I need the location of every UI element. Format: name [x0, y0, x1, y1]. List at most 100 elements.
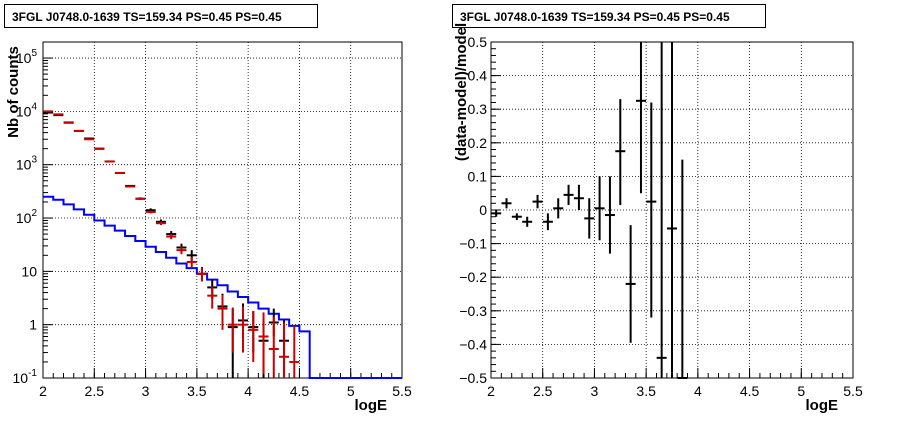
residuals-y-tick-label: −0.4 — [459, 336, 487, 352]
residuals-chart-title: 3FGL J0748.0-1639 TS=159.34 PS=0.45 PS=0… — [452, 4, 766, 28]
model-counts-point — [84, 138, 95, 141]
model-counts-point — [125, 185, 136, 188]
model-counts-point — [196, 268, 207, 282]
counts-plot-frame — [42, 41, 403, 379]
residuals-panel: 3FGL J0748.0-1639 TS=159.34 PS=0.45 PS=0… — [449, 0, 898, 421]
residual-point — [553, 198, 564, 219]
residual-point — [667, 42, 677, 378]
residual-point — [646, 102, 657, 318]
counts-y-tick-mantissa: 10 — [16, 157, 32, 173]
model-counts-point — [289, 325, 300, 378]
model-counts-point — [176, 246, 187, 255]
counts-y-tick-label: 102 — [16, 208, 38, 226]
residual-point — [563, 184, 574, 205]
residual-point — [625, 225, 636, 343]
counts-y-tick-label: 105 — [16, 48, 38, 66]
residual-point — [594, 176, 605, 241]
counts-panel: 3FGL J0748.0-1639 TS=159.34 PS=0.45 PS=0… — [4, 4, 412, 414]
counts-y-tick-mantissa: 10 — [16, 103, 32, 119]
model-counts-point — [155, 221, 166, 225]
residual-point — [542, 213, 553, 231]
model-counts-point — [104, 160, 115, 163]
counts-y-tick-label: 1 — [29, 317, 37, 333]
model-counts-point — [114, 171, 125, 174]
counts-y-axis-label: Nb of counts — [5, 46, 22, 138]
counts-x-tick-label: 5.5 — [392, 383, 412, 399]
model-counts-point — [145, 210, 156, 214]
residuals-x-axis-label: logE — [806, 397, 839, 414]
residual-point — [522, 216, 533, 227]
residuals-x-tick-label: 3.5 — [636, 383, 656, 399]
residual-point — [677, 159, 688, 379]
model-counts-point — [63, 121, 74, 124]
counts-y-tick-label: 103 — [16, 155, 38, 173]
residual-point — [532, 194, 543, 209]
counts-y-tick-exponent: 4 — [31, 101, 37, 112]
counts-y-tick-mantissa: 10 — [16, 50, 32, 66]
counts-x-tick-label: 2 — [39, 383, 47, 399]
residual-point — [604, 176, 615, 254]
residuals-y-tick-label: −0.2 — [459, 269, 487, 285]
residuals-y-tick-label: 0.1 — [468, 168, 488, 184]
residuals-y-tick-label: −0.5 — [459, 370, 487, 386]
model-counts-point — [258, 312, 269, 374]
model-counts-point — [217, 295, 228, 330]
counts-y-tick-mantissa: 10 — [16, 210, 32, 226]
counts-x-tick-label: 4 — [244, 383, 252, 399]
residuals-y-tick-label: 0 — [479, 202, 487, 218]
model-counts-point — [248, 311, 259, 362]
residual-point — [511, 213, 522, 221]
counts-y-tick-mantissa: 10 — [13, 370, 29, 386]
counts-chart-title: 3FGL J0748.0-1639 TS=159.34 PS=0.45 PS=0… — [4, 4, 318, 28]
residuals-y-tick-label: 0.4 — [468, 68, 488, 84]
counts-x-tick-label: 5 — [347, 383, 355, 399]
counts-y-tick-label: 10 — [21, 263, 37, 279]
residuals-y-tick-label: 0.5 — [468, 34, 488, 50]
counts-x-tick-label: 4.5 — [290, 383, 310, 399]
model-counts-point — [166, 234, 177, 240]
residuals-y-tick-label: 0.2 — [468, 135, 488, 151]
residuals-y-axis-label: (data-model)/model — [453, 23, 470, 161]
counts-chart: 2 2.5 3 3.5 4 4.5 5 5.510-1110102103104105logEN… — [5, 41, 412, 414]
model-counts-point — [43, 110, 54, 113]
counts-x-tick-label: 3.5 — [187, 383, 207, 399]
counts-x-tick-label: 3 — [142, 383, 150, 399]
residuals-x-tick-label: 5 — [797, 383, 805, 399]
model-counts-point — [135, 197, 146, 200]
model-counts-point — [227, 307, 238, 353]
residual-point — [491, 210, 502, 217]
counts-y-tick-exponent: 3 — [31, 155, 37, 166]
model-counts-point — [186, 257, 197, 268]
residuals-x-tick-label: 2 — [487, 383, 495, 399]
residuals-y-tick-label: −0.3 — [459, 303, 487, 319]
counts-y-tick-exponent: 5 — [31, 48, 37, 59]
model-counts-point — [94, 147, 105, 150]
counts-x-tick-label: 2.5 — [85, 383, 105, 399]
model-counts-point — [268, 316, 279, 378]
residuals-chart: 2 2.5 3 3.5 4 4.5 5 5.5 0.5 0.4 0.3 0.2 0.1 0 −0.1 −0.2… — [453, 23, 863, 414]
residuals-y-tick-label: −0.1 — [459, 236, 487, 252]
residual-point — [635, 42, 646, 194]
model-counts-point — [279, 322, 290, 378]
residuals-x-tick-label: 5.5 — [843, 383, 863, 399]
residual-point — [615, 99, 626, 205]
counts-y-tick-exponent: -1 — [28, 368, 37, 379]
residuals-x-tick-label: 4.5 — [740, 383, 760, 399]
residuals-x-tick-label: 4 — [694, 383, 702, 399]
counts-x-axis-label: logE — [355, 397, 388, 414]
model-counts-point — [73, 129, 84, 132]
counts-y-tick-mantissa: 1 — [29, 317, 37, 333]
model-histogram — [43, 195, 402, 379]
residual-point — [573, 184, 584, 210]
counts-y-tick-exponent: 2 — [31, 208, 37, 219]
model-counts-point — [53, 113, 64, 116]
model-counts-point — [207, 286, 218, 309]
model-counts-point — [238, 306, 249, 353]
counts-y-tick-mantissa: 10 — [21, 263, 37, 279]
counts-y-tick-label: 104 — [16, 101, 38, 119]
residuals-y-tick-label: 0.3 — [468, 101, 488, 117]
counts-y-tick-label: 10-1 — [13, 368, 38, 386]
residual-point — [584, 198, 595, 239]
residual-point — [656, 42, 667, 378]
residual-point — [501, 198, 512, 209]
